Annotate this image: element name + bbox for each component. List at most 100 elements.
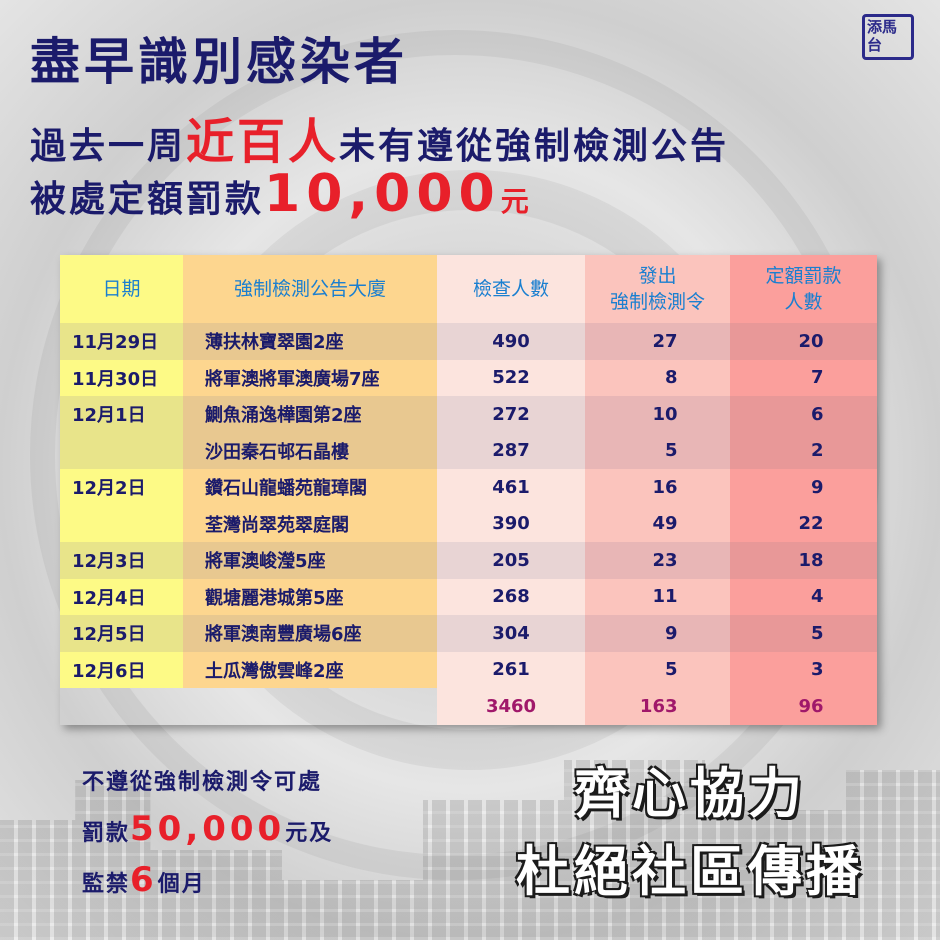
- date-cell: 12月1日: [60, 396, 183, 433]
- cell-value: 22: [798, 513, 824, 535]
- subheadline: 過去一周近百人未有遵從強制檢測公告: [30, 102, 729, 172]
- building-cell: 觀塘麗港城第5座: [183, 578, 437, 615]
- cell-value: 96: [798, 695, 824, 717]
- fine-amount: 10,000: [264, 164, 501, 224]
- table-row: 荃灣尚翠苑翠庭閣 390 49 22: [60, 505, 877, 542]
- penalty-text: 罰款: [82, 821, 131, 846]
- penalty-line: 不遵從強制檢測令可處: [82, 770, 323, 795]
- cell-value: 8: [664, 367, 678, 389]
- cell-value: 163: [639, 695, 678, 717]
- inspection-table: 日期 強制檢測公告大廈 檢查人數 發出 強制檢測令 定額罰款 人數 11月29日…: [60, 255, 877, 725]
- checked-cell: 522: [437, 359, 585, 396]
- date-cell: 12月3日: [60, 542, 183, 579]
- fined-cell: 18: [730, 542, 877, 579]
- orders-cell: 8: [585, 359, 730, 396]
- orders-cell: 5: [585, 651, 730, 688]
- subheadline-text: 過去一周: [30, 126, 187, 167]
- checked-cell: 390: [437, 505, 585, 542]
- cell-value: 5: [664, 659, 678, 681]
- fine-unit: 元: [500, 185, 532, 218]
- col-header-orders: 發出 強制檢測令: [585, 255, 730, 323]
- totals-row: 3460 163 96: [60, 688, 877, 725]
- table-row: 12月2日 鑽石山龍蟠苑龍璋閣 461 16 9: [60, 469, 877, 506]
- orders-cell: 23: [585, 542, 730, 579]
- orders-cell: 5: [585, 432, 730, 469]
- building-cell: 薄扶林寶翠園2座: [183, 323, 437, 360]
- cell-value: 11: [652, 586, 678, 608]
- building-cell: 鑽石山龍蟠苑龍璋閣: [183, 469, 437, 506]
- building-cell: 鰂魚涌逸樺園第2座: [183, 396, 437, 433]
- date-cell: 11月30日: [60, 359, 183, 396]
- fined-cell: 20: [730, 323, 877, 360]
- penalty-line: 罰款50,000元及: [82, 806, 333, 857]
- orders-cell: 10: [585, 396, 730, 433]
- cell-value: 20: [798, 330, 824, 352]
- building-cell: 將軍澳將軍澳廣場7座: [183, 359, 437, 396]
- cell-value: 4: [810, 586, 824, 608]
- col-header-building: 強制檢測公告大廈: [183, 255, 437, 323]
- table-row: 11月30日 將軍澳將軍澳廣場7座 522 8 7: [60, 359, 877, 396]
- subheadline-text: 未有遵從強制檢測公告: [339, 126, 730, 167]
- fined-cell: 2: [730, 432, 877, 469]
- table-row: 12月4日 觀塘麗港城第5座 268 11 4: [60, 578, 877, 615]
- table-row: 12月5日 將軍澳南豐廣場6座 304 9 5: [60, 615, 877, 652]
- fine-label: 被處定額罰款: [30, 179, 265, 220]
- building-cell: 將軍澳南豐廣場6座: [183, 615, 437, 652]
- fined-cell: 3: [730, 651, 877, 688]
- date-cell: 11月29日: [60, 323, 183, 360]
- checked-cell: 205: [437, 542, 585, 579]
- total-checked: 3460: [437, 688, 585, 725]
- fined-cell: 6: [730, 396, 877, 433]
- penalty-months: 6: [130, 860, 158, 900]
- cell-value: 7: [810, 367, 824, 389]
- cell-value: 3: [810, 659, 824, 681]
- cell-value: 23: [652, 549, 678, 571]
- checked-cell: 268: [437, 578, 585, 615]
- orders-cell: 11: [585, 578, 730, 615]
- cell-value: 5: [810, 622, 824, 644]
- cell-value: 10: [652, 403, 678, 425]
- total-orders: 163: [585, 688, 730, 725]
- building-cell: 土瓜灣傲雲峰2座: [183, 651, 437, 688]
- checked-cell: 490: [437, 323, 585, 360]
- table-row: 11月29日 薄扶林寶翠園2座 490 27 20: [60, 323, 877, 360]
- date-cell: 12月2日: [60, 469, 183, 506]
- cell-value: 16: [652, 476, 678, 498]
- slogan: 齊心協力 杜絕社區傳播: [470, 755, 910, 911]
- penalty-note: 不遵從強制檢測令可處 罰款50,000元及 監禁6個月: [82, 760, 333, 908]
- building-cell: 將軍澳峻瀅5座: [183, 542, 437, 579]
- orders-cell: 27: [585, 323, 730, 360]
- date-cell: 12月5日: [60, 615, 183, 652]
- blank-cell: [60, 688, 437, 725]
- date-cell: [60, 432, 183, 469]
- table-row: 12月3日 將軍澳峻瀅5座 205 23 18: [60, 542, 877, 579]
- cell-value: 5: [664, 440, 678, 462]
- cell-value: 9: [810, 476, 824, 498]
- table-header-row: 日期 強制檢測公告大廈 檢查人數 發出 強制檢測令 定額罰款 人數: [60, 255, 877, 323]
- penalty-text: 監禁: [82, 872, 131, 897]
- logo-text: 添馬台: [867, 18, 898, 54]
- orders-cell: 16: [585, 469, 730, 506]
- slogan-line: 杜絕社區傳播: [516, 840, 864, 903]
- cell-value: 6: [810, 403, 824, 425]
- table-row: 12月6日 土瓜灣傲雲峰2座 261 5 3: [60, 651, 877, 688]
- col-header-checked: 檢查人數: [437, 255, 585, 323]
- table-row: 12月1日 鰂魚涌逸樺園第2座 272 10 6: [60, 396, 877, 433]
- col-header-fined: 定額罰款 人數: [730, 255, 877, 323]
- penalty-amount: 50,000: [130, 809, 286, 849]
- orders-cell: 49: [585, 505, 730, 542]
- fined-cell: 5: [730, 615, 877, 652]
- fined-cell: 7: [730, 359, 877, 396]
- table-row: 沙田秦石邨石晶樓 287 5 2: [60, 432, 877, 469]
- date-cell: 12月4日: [60, 578, 183, 615]
- slogan-line: 齊心協力: [574, 762, 806, 825]
- fined-cell: 4: [730, 578, 877, 615]
- fine-headline: 被處定額罰款10,000元: [30, 164, 532, 224]
- building-cell: 沙田秦石邨石晶樓: [183, 432, 437, 469]
- subheadline-highlight: 近百人: [186, 114, 340, 170]
- col-header-date: 日期: [60, 255, 183, 323]
- checked-cell: 272: [437, 396, 585, 433]
- date-cell: 12月6日: [60, 651, 183, 688]
- tamar-talk-logo: 添馬台: [862, 14, 914, 60]
- cell-value: 27: [652, 330, 678, 352]
